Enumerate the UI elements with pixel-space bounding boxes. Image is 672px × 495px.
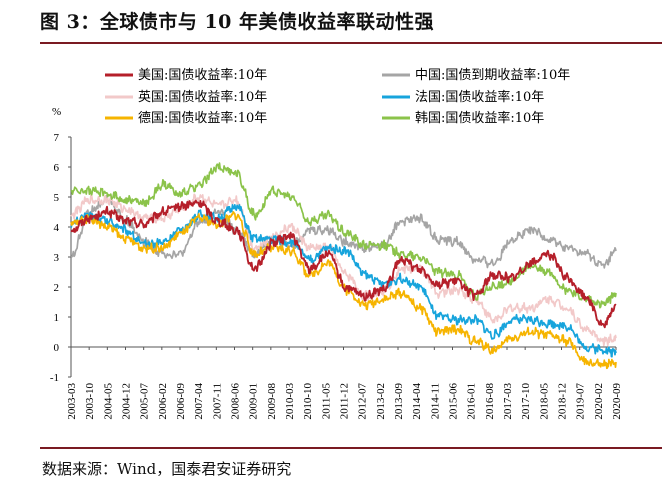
x-tick-label: 2009-08 xyxy=(266,383,278,420)
x-tick-label: 2003-03 xyxy=(66,383,78,420)
x-tick-label: 2004-12 xyxy=(121,383,133,420)
y-tick-label: 1 xyxy=(54,312,60,324)
y-tick-label: 3 xyxy=(54,252,60,264)
series-line-2 xyxy=(70,193,617,347)
x-tick-label: 2011-12 xyxy=(339,383,351,419)
x-tick-label: 2007-11 xyxy=(211,383,223,419)
chart-axes: -1 0 1 2 3 4 5 6 7 2003-03 2003-10 2004-05 2004-12 20… xyxy=(50,132,623,420)
y-tick-label: 2 xyxy=(54,282,60,294)
x-tick-label: 2006-09 xyxy=(175,383,187,420)
y-axis-label: % xyxy=(52,106,61,118)
y-tick-label: 0 xyxy=(54,342,60,354)
series-line-0 xyxy=(70,199,617,329)
x-tick-label: 2015-06 xyxy=(448,383,460,420)
x-tick-label: 2013-02 xyxy=(375,383,387,420)
x-tick-label: 2005-07 xyxy=(139,383,151,420)
x-tick-label: 2016-08 xyxy=(484,383,496,420)
x-tick-label: 2003-10 xyxy=(84,383,96,420)
x-tick-label: 2017-10 xyxy=(520,383,532,420)
y-tick-label: 6 xyxy=(54,162,60,174)
legend-label-1: 中国:国债到期收益率:10年 xyxy=(415,67,570,83)
x-tick-label: 2016-01 xyxy=(466,383,478,420)
x-tick-label: 2018-12 xyxy=(557,383,569,420)
series-line-5 xyxy=(70,162,617,309)
x-tick-label: 2017-03 xyxy=(502,383,514,420)
x-tick-label: 2011-05 xyxy=(320,383,332,420)
x-tick-label: 2020-09 xyxy=(611,383,623,420)
x-tick-label: 2014-04 xyxy=(411,383,423,420)
x-tick-label: 2007-04 xyxy=(193,383,205,420)
chart-series xyxy=(70,162,617,370)
series-line-3 xyxy=(70,203,617,358)
legend-label-2: 英国:国债收益率:10年 xyxy=(138,89,267,105)
x-tick-label: 2004-05 xyxy=(102,383,114,420)
series-line-1 xyxy=(70,194,617,269)
y-tick-label: -1 xyxy=(50,372,59,384)
legend-label-4: 德国:国债收益率:10年 xyxy=(138,110,267,126)
legend-label-3: 法国:国债收益率:10年 xyxy=(415,89,544,105)
x-tick-label: 2008-06 xyxy=(230,383,242,420)
source-note: 数据来源：Wind，国泰君安证券研究 xyxy=(42,460,292,478)
legend-label-0: 美国:国债收益率:10年 xyxy=(138,67,267,83)
x-tick-label: 2014-11 xyxy=(429,383,441,419)
legend-label-5: 韩国:国债收益率:10年 xyxy=(415,110,544,126)
figure-title: 图 3：全球债市与 10 年美债收益率联动性强 xyxy=(40,11,435,33)
x-tick-label: 2010-10 xyxy=(302,383,314,420)
y-tick-label: 4 xyxy=(54,222,60,234)
source-divider xyxy=(40,447,662,449)
series-line-4 xyxy=(70,211,617,370)
x-tick-label: 2020-02 xyxy=(593,383,605,420)
x-tick-label: 2009-01 xyxy=(248,383,260,420)
y-tick-label: 7 xyxy=(54,132,60,144)
x-tick-label: 2019-07 xyxy=(575,383,587,420)
x-tick-label: 2013-09 xyxy=(393,383,405,420)
x-tick-label: 2018-05 xyxy=(538,383,550,420)
x-tick-label: 2006-02 xyxy=(157,383,169,420)
title-divider xyxy=(40,42,662,44)
x-tick-label: 2012-07 xyxy=(357,383,369,420)
x-tick-label: 2010-03 xyxy=(284,383,296,420)
y-tick-label: 5 xyxy=(54,192,60,204)
